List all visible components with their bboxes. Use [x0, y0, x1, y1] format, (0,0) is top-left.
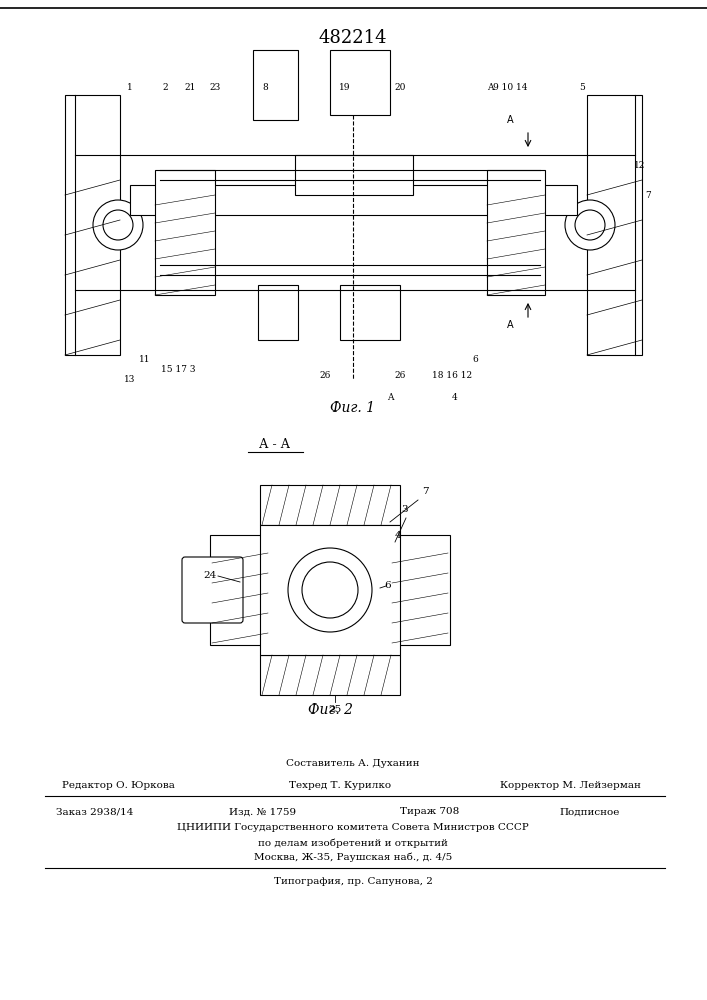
Bar	[260, 525, 400, 655]
Text: 482214: 482214	[319, 29, 387, 47]
Text: 20: 20	[395, 84, 406, 93]
Text: 25: 25	[328, 706, 341, 714]
Text: 7: 7	[645, 190, 651, 200]
Text: A: A	[507, 115, 513, 125]
Bar	[65, 95, 120, 355]
Text: Составитель А. Духанин: Составитель А. Духанин	[286, 758, 420, 768]
Circle shape	[288, 548, 372, 632]
Circle shape	[575, 210, 605, 240]
FancyBboxPatch shape	[182, 557, 243, 623]
Text: A: A	[387, 393, 393, 402]
Bar	[260, 485, 400, 525]
Text: 12: 12	[634, 160, 645, 169]
Text: Тираж 708: Тираж 708	[400, 808, 460, 816]
Text: 6: 6	[385, 580, 391, 589]
Text: 26: 26	[395, 370, 406, 379]
Text: Корректор М. Лейзерман: Корректор М. Лейзерман	[500, 780, 641, 790]
Circle shape	[93, 200, 143, 250]
Circle shape	[103, 210, 133, 240]
Bar	[130, 185, 577, 215]
Bar	[330, 50, 390, 115]
Text: 24: 24	[204, 570, 216, 580]
Text: 8: 8	[262, 84, 268, 93]
Text: ЦНИИПИ Государственного комитета Совета Министров СССР: ЦНИИПИ Государственного комитета Совета …	[177, 824, 529, 832]
Text: 21: 21	[185, 84, 196, 93]
Text: 4: 4	[395, 530, 402, 540]
Text: Изд. № 1759: Изд. № 1759	[230, 808, 296, 816]
Bar	[258, 285, 298, 340]
Text: А - А: А - А	[259, 438, 291, 452]
Text: Заказ 2938/14: Заказ 2938/14	[57, 808, 134, 816]
Text: 11: 11	[139, 356, 151, 364]
Text: Фиг. 1: Фиг. 1	[330, 401, 375, 415]
Text: 4: 4	[452, 393, 458, 402]
Text: Москва, Ж-35, Раушская наб., д. 4/5: Москва, Ж-35, Раушская наб., д. 4/5	[254, 852, 452, 862]
Text: 3: 3	[402, 506, 409, 514]
Text: 1: 1	[127, 84, 133, 93]
Text: Редактор О. Юркова: Редактор О. Юркова	[62, 780, 175, 790]
Circle shape	[565, 200, 615, 250]
Text: по делам изобретений и открытий: по делам изобретений и открытий	[258, 838, 448, 848]
Bar	[587, 95, 642, 355]
Bar	[260, 655, 400, 695]
Text: 2: 2	[162, 84, 168, 93]
Text: 19: 19	[339, 84, 351, 93]
Text: A: A	[486, 84, 493, 93]
Text: 13: 13	[124, 375, 136, 384]
Text: 15 17 3: 15 17 3	[160, 365, 195, 374]
Text: Фиг. 2: Фиг. 2	[308, 703, 353, 717]
Text: A: A	[507, 320, 513, 330]
Bar	[155, 170, 215, 295]
Bar	[487, 170, 545, 295]
Bar	[340, 285, 400, 340]
Bar	[253, 50, 298, 120]
Text: 7: 7	[421, 488, 428, 496]
Circle shape	[302, 562, 358, 618]
Bar	[390, 535, 450, 645]
Text: 5: 5	[579, 84, 585, 93]
Bar	[210, 535, 270, 645]
Text: Подписное: Подписное	[560, 808, 620, 816]
Text: 26: 26	[320, 370, 331, 379]
Text: 23: 23	[209, 84, 221, 93]
Text: 9 10 14: 9 10 14	[493, 84, 527, 93]
Text: Техред Т. Курилко: Техред Т. Курилко	[289, 780, 391, 790]
Text: 6: 6	[472, 356, 478, 364]
Text: 18 16 12: 18 16 12	[432, 370, 472, 379]
Text: Типография, пр. Сапунова, 2: Типография, пр. Сапунова, 2	[274, 878, 433, 886]
Bar	[295, 155, 413, 195]
